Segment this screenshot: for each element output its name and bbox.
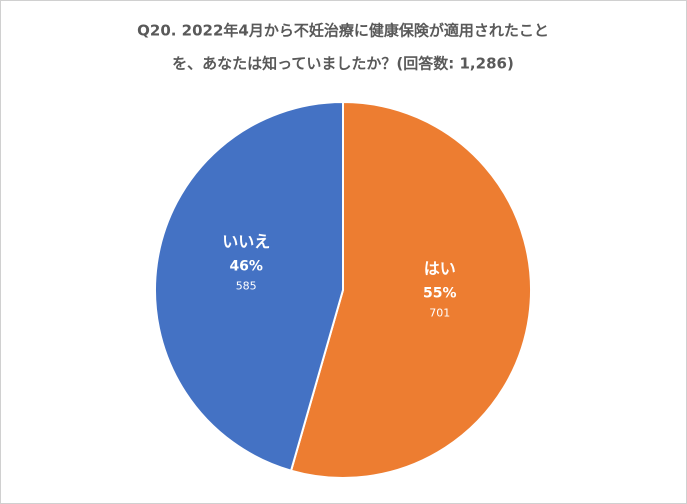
- slice-label: いいえ: [222, 232, 270, 251]
- chart-title: Q20. 2022年4月から不妊治療に健康保険が適用されたこと: [137, 22, 549, 40]
- slice-count: 585: [236, 279, 257, 292]
- chart-title: を、あなたは知っていましたか？(回答数: 1,286): [172, 55, 514, 73]
- pie-slice: [154, 100, 344, 472]
- slice-label: はい: [424, 259, 456, 278]
- pie-slice: [289, 100, 532, 479]
- slice-count: 701: [429, 307, 450, 320]
- slice-percent: 46%: [229, 258, 263, 274]
- slice-percent: 55%: [423, 286, 457, 302]
